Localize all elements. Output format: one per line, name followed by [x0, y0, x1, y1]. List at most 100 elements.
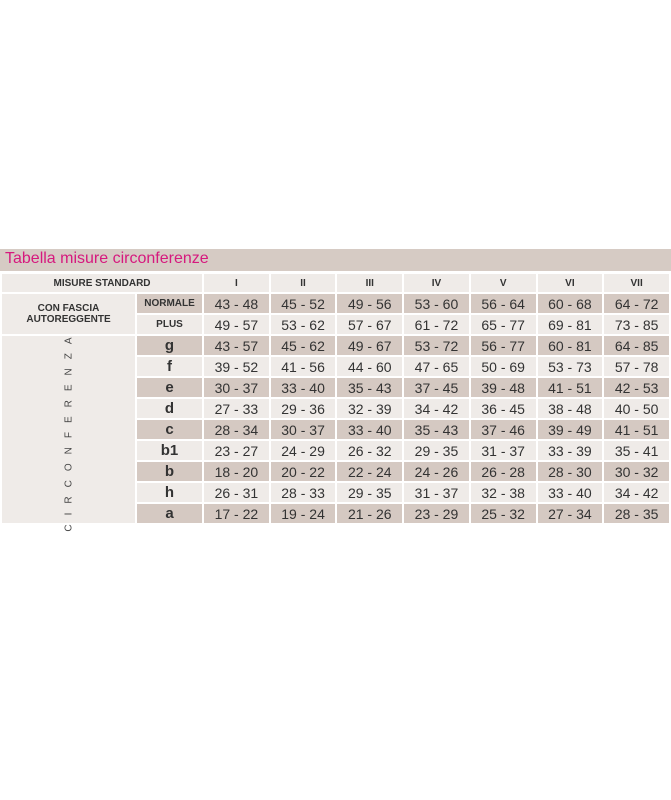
size-value: 31 - 37: [468, 439, 538, 462]
size-value: 29 - 36: [268, 397, 338, 420]
circ-row-label: e: [134, 376, 205, 399]
size-value: 64 - 72: [602, 292, 671, 315]
size-value: 39 - 52: [202, 355, 271, 378]
size-value: 60 - 68: [535, 292, 605, 315]
size-value: 24 - 29: [268, 439, 338, 462]
size-value: 49 - 67: [335, 334, 405, 357]
size-value: 28 - 34: [202, 418, 271, 441]
table-row: PLUS 49 - 57 53 - 62 57 - 67 61 - 72 65 - 77 6…: [1, 313, 671, 336]
size-value: 43 - 48: [202, 292, 271, 315]
size-value: 33 - 39: [535, 439, 605, 462]
fascia-row-label: NORMALE: [134, 292, 205, 315]
size-value: 24 - 26: [402, 460, 471, 483]
size-header: V: [468, 272, 538, 294]
size-value: 38 - 48: [535, 397, 605, 420]
size-value: 29 - 35: [402, 439, 471, 462]
circ-row-label: f: [134, 355, 205, 378]
size-value: 53 - 72: [402, 334, 471, 357]
table-row: c 28 - 34 30 - 37 33 - 40 35 - 43 37 - 46 39 -…: [1, 418, 671, 441]
size-value: 57 - 78: [602, 355, 671, 378]
size-value: 53 - 60: [402, 292, 471, 315]
circ-row-label: h: [134, 481, 205, 504]
size-value: 42 - 53: [602, 376, 671, 399]
fascia-label-line1: CON FASCIA: [37, 303, 100, 314]
size-value: 18 - 20: [202, 460, 271, 483]
size-value: 28 - 35: [602, 502, 671, 525]
size-value: 33 - 40: [335, 418, 405, 441]
size-value: 39 - 49: [535, 418, 605, 441]
circ-row-label: b: [134, 460, 205, 483]
size-value: 49 - 57: [202, 313, 271, 336]
size-value: 17 - 22: [202, 502, 271, 525]
size-value: 35 - 41: [602, 439, 671, 462]
size-value: 50 - 69: [468, 355, 538, 378]
fascia-row-label: PLUS: [134, 313, 205, 336]
size-header: VI: [535, 272, 605, 294]
size-value: 28 - 33: [268, 481, 338, 504]
table-row: f 39 - 52 41 - 56 44 - 60 47 - 65 50 - 69 53 -…: [1, 355, 671, 378]
circ-row-label: a: [134, 502, 205, 525]
size-value: 56 - 77: [468, 334, 538, 357]
size-value: 34 - 42: [402, 397, 471, 420]
table-row: b1 23 - 27 24 - 29 26 - 32 29 - 35 31 - 37 33 …: [1, 439, 671, 462]
table-title: Tabella misure circonferenze: [5, 250, 209, 267]
size-header: VII: [602, 272, 671, 294]
circ-row-label: c: [134, 418, 205, 441]
table-row: a 17 - 22 19 - 24 21 - 26 23 - 29 25 - 32 27 -…: [1, 502, 671, 525]
size-value: 37 - 45: [402, 376, 471, 399]
size-value: 28 - 30: [535, 460, 605, 483]
size-value: 44 - 60: [335, 355, 405, 378]
size-value: 27 - 33: [202, 397, 271, 420]
size-value: 34 - 42: [602, 481, 671, 504]
size-value: 26 - 31: [202, 481, 271, 504]
circ-row-label: d: [134, 397, 205, 420]
size-value: 73 - 85: [602, 313, 671, 336]
size-value: 21 - 26: [335, 502, 405, 525]
size-value: 53 - 62: [268, 313, 338, 336]
size-value: 35 - 43: [335, 376, 405, 399]
size-value: 49 - 56: [335, 292, 405, 315]
size-value: 32 - 38: [468, 481, 538, 504]
size-value: 32 - 39: [335, 397, 405, 420]
title-bar: Tabella misure circonferenze: [0, 249, 671, 271]
size-value: 30 - 32: [602, 460, 671, 483]
circonferenza-label-cell: CIRCONFERENZA: [0, 328, 137, 531]
fascia-label-line2: AUTOREGGENTE: [26, 314, 111, 325]
header-row: MISURE STANDARD I II III IV V VI VII: [0, 272, 671, 294]
size-value: 45 - 62: [268, 334, 338, 357]
table-row: CON FASCIA AUTOREGGENTE NORMALE 43 - 48 45 -…: [0, 292, 671, 336]
size-value: 35 - 43: [402, 418, 471, 441]
size-value: 31 - 37: [402, 481, 471, 504]
table-row: CIRCONFERENZA g 43 - 57 45 - 62 49 - 67 53 - …: [0, 328, 671, 531]
size-value: 20 - 22: [268, 460, 338, 483]
table-row: d 27 - 33 29 - 36 32 - 39 34 - 42 36 - 45 38 -…: [1, 397, 671, 420]
table-row: h 26 - 31 28 - 33 29 - 35 31 - 37 32 - 38 33 -…: [1, 481, 671, 504]
size-value: 41 - 51: [535, 376, 605, 399]
size-header: III: [335, 272, 405, 294]
header-label: MISURE STANDARD: [0, 272, 205, 294]
size-value: 53 - 73: [535, 355, 605, 378]
size-value: 33 - 40: [535, 481, 605, 504]
size-header: IV: [402, 272, 471, 294]
size-value: 19 - 24: [268, 502, 338, 525]
size-value: 41 - 51: [602, 418, 671, 441]
size-value: 23 - 29: [402, 502, 471, 525]
size-value: 65 - 77: [468, 313, 538, 336]
size-value: 29 - 35: [335, 481, 405, 504]
size-value: 47 - 65: [402, 355, 471, 378]
size-header: I: [202, 272, 271, 294]
size-value: 60 - 81: [535, 334, 605, 357]
size-value: 36 - 45: [468, 397, 538, 420]
size-value: 22 - 24: [335, 460, 405, 483]
size-value: 23 - 27: [202, 439, 271, 462]
size-value: 41 - 56: [268, 355, 338, 378]
size-value: 27 - 34: [535, 502, 605, 525]
size-value: 43 - 57: [202, 334, 271, 357]
size-value: 26 - 32: [335, 439, 405, 462]
size-value: 61 - 72: [402, 313, 471, 336]
size-value: 33 - 40: [268, 376, 338, 399]
circ-row-label: g: [134, 334, 205, 357]
size-value: 26 - 28: [468, 460, 538, 483]
size-value: 64 - 85: [602, 334, 671, 357]
size-value: 45 - 52: [268, 292, 338, 315]
